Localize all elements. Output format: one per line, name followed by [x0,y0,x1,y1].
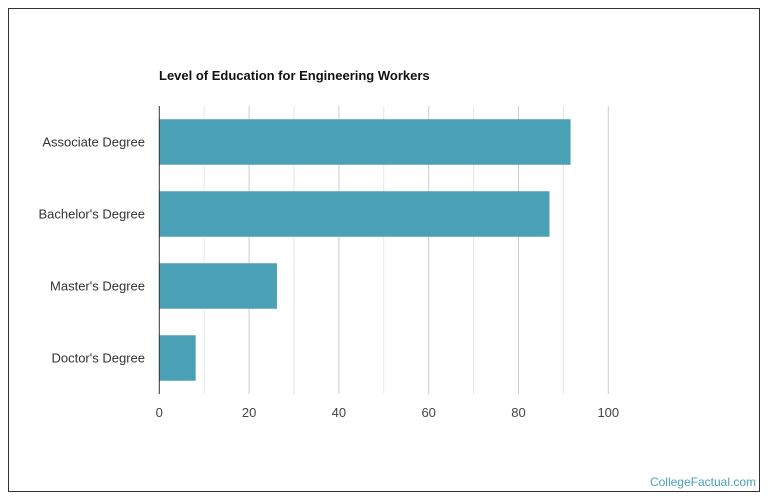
category-label: Doctor's Degree [51,351,145,366]
bar [159,335,196,381]
x-tick-label: 80 [511,405,525,420]
bar [159,191,550,237]
category-label: Master's Degree [50,279,145,294]
chart-frame [8,8,760,492]
chart-title: Level of Education for Engineering Worke… [159,68,430,83]
x-tick-label: 100 [597,405,619,420]
watermark-link[interactable]: CollegeFactual.com [649,475,756,489]
category-label: Associate Degree [42,135,145,150]
bar [159,263,277,309]
x-tick-label: 20 [242,405,256,420]
category-label: Bachelor's Degree [38,207,145,222]
x-tick-label: 40 [332,405,346,420]
bar [159,119,571,165]
x-tick-label: 0 [156,405,163,420]
x-tick-label: 60 [421,405,435,420]
